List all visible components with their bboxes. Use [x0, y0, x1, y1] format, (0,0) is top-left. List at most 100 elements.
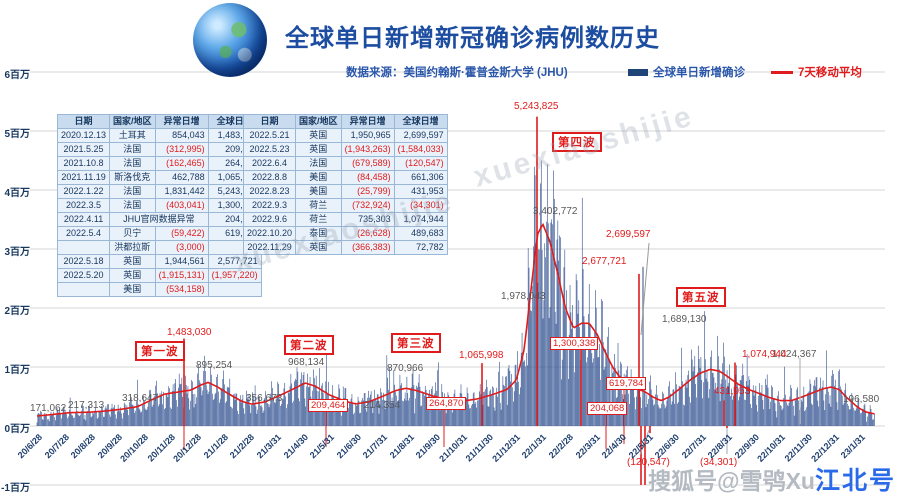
value-label: 318,647	[122, 393, 159, 404]
value-label: 1,074,944	[742, 349, 787, 360]
table-row: 2022.11.29 英国 (366,383) 72,782	[242, 240, 448, 255]
table-cell: 法国	[295, 156, 342, 171]
watermark-bottom: 搜狐号@雪鸮Xu江北号	[648, 461, 896, 497]
table-cell: 英国	[109, 254, 156, 269]
table-cell: 2022.5.21	[242, 128, 297, 143]
table-cell: 2022.9.6	[242, 212, 297, 227]
table-cell: 2022.5.23	[242, 142, 297, 157]
table-row: 2022.5.18 英国 1,944,561 2,577,721	[56, 254, 262, 269]
table-header-cell: 国家/地区	[295, 114, 342, 129]
table-row: 洪都拉斯 (3,000)	[56, 240, 262, 255]
table-cell: (162,465)	[154, 156, 209, 171]
table-cell: 土耳其	[109, 128, 156, 143]
wave-label: 第一波	[135, 341, 185, 361]
table-cell: 英国	[295, 128, 342, 143]
table-cell: 法国	[109, 156, 156, 171]
table-row: 2021.10.8 法国 (162,465) 264,870	[56, 156, 262, 171]
table-cell: (403,041)	[154, 198, 209, 213]
table-cell: 2021.11.19	[56, 170, 111, 185]
wave-label: 第四波	[552, 132, 602, 152]
table-cell: (679,589)	[340, 156, 395, 171]
table-cell: 泰国	[295, 226, 342, 241]
table-row: 2022.10.20 泰国 (26,628) 489,683	[242, 226, 448, 241]
table-cell: (1,957,220)	[207, 268, 262, 283]
table-row: 2022.8.8 美国 (84,458) 661,306	[242, 170, 448, 185]
table-row: 2022.8.23 美国 (25,799) 431,953	[242, 184, 448, 199]
table-cell: 2022.9.3	[242, 198, 297, 213]
table-cell: (59,422)	[154, 226, 209, 241]
table-cell: (84,458)	[340, 170, 395, 185]
value-label: 1,024,367	[772, 349, 817, 360]
table-cell: 462,788	[154, 170, 209, 185]
y-axis-tick: 1百万	[4, 365, 30, 376]
jiangbei-watermark: 江北号	[814, 467, 896, 495]
table-cell: (34,301)	[393, 198, 448, 213]
bar-series-swatch-icon	[628, 68, 648, 76]
table-cell: 法国	[109, 142, 156, 157]
table-cell	[56, 240, 111, 255]
wave-label: 第二波	[284, 335, 334, 355]
table-cell: 法国	[109, 198, 156, 213]
page-title: 全球单日新增新冠确诊病例数历史	[285, 25, 660, 52]
y-axis-tick: 2百万	[4, 306, 30, 317]
table-cell: 英国	[295, 240, 342, 255]
table-row: 2021.11.19 斯洛伐克 462,788 1,065,998	[56, 170, 262, 185]
table-cell: 英国	[295, 142, 342, 157]
table-cell: 法国	[109, 184, 156, 199]
anomaly-table-right: 日期 国家/地区 异常日增 全球日增 2022.5.21 英国 1,950,965 2,699…	[242, 114, 448, 255]
table-row: 美国 (534,158)	[56, 282, 262, 297]
value-label: 2,677,721	[582, 256, 627, 267]
value-label: (120,547)	[627, 457, 670, 468]
y-axis-tick: 0百万	[4, 424, 30, 435]
table-header-cell: 日期	[242, 114, 297, 129]
value-label: 217,313	[68, 400, 105, 411]
value-label: 1,483,030	[167, 327, 212, 338]
y-axis-tick: 5百万	[4, 129, 30, 140]
table-header-cell: 全球日增	[393, 114, 448, 129]
table-row: 2022.4.11 JHU官网数据异常 204,068	[56, 212, 262, 227]
wave-label: 第五波	[676, 287, 726, 307]
y-axis-tick: 4百万	[4, 188, 30, 199]
table-cell	[207, 282, 262, 297]
table-row: 2022.5.4 贝宁 (59,422) 619,783	[56, 226, 262, 241]
value-label: 1,978,043	[501, 291, 546, 302]
table-row: 2020.12.13 土耳其 854,043 1,483,030	[56, 128, 262, 143]
table-cell: 489,683	[393, 226, 448, 241]
wave-label: 第三波	[391, 333, 441, 353]
y-axis-tick: 6百万	[4, 70, 30, 81]
table-cell: 美国	[295, 184, 342, 199]
table-row: 2022.6.4 法国 (679,589) (120,547)	[242, 156, 448, 171]
value-label: 431,953	[714, 386, 751, 397]
table-cell: (366,383)	[340, 240, 395, 255]
table-cell: 2022.5.18	[56, 254, 111, 269]
table-cell: 1,831,442	[154, 184, 209, 199]
table-cell	[56, 282, 111, 297]
table-cell: 2022.5.4	[56, 226, 111, 241]
y-axis-tick: 3百万	[4, 247, 30, 258]
table-cell: 2022.11.29	[242, 240, 297, 255]
globe-icon	[193, 3, 267, 77]
table-cell: 2022.8.8	[242, 170, 297, 185]
table-cell: 2021.5.25	[56, 142, 111, 157]
table-cell: 1,944,561	[154, 254, 209, 269]
table-cell: 661,306	[393, 170, 448, 185]
table-row: 2022.9.6 荷兰 735,303 1,074,944	[242, 212, 448, 227]
table-cell: 斯洛伐克	[109, 170, 156, 185]
table-row: 2022.5.23 英国 (1,943,263) (1,584,033)	[242, 142, 448, 157]
table-cell: (1,915,131)	[154, 268, 209, 283]
table-row: 2021.5.25 法国 (312,995) 209,464	[56, 142, 262, 157]
value-label: 171,062	[30, 403, 67, 414]
table-cell: 2022.1.22	[56, 184, 111, 199]
table-cell: 英国	[109, 268, 156, 283]
table-row: 2022.3.5 法国 (403,041) 1,300,338	[56, 198, 262, 213]
value-label: 1,300,338	[550, 337, 599, 350]
table-cell: 荷兰	[295, 212, 342, 227]
table-cell: (1,943,263)	[340, 142, 395, 157]
bar-series-label: 全球单日新增确诊	[653, 67, 745, 79]
value-label: 356,673	[246, 393, 283, 404]
table-row: 2022.5.21 英国 1,950,965 2,699,597	[242, 128, 448, 143]
table-header-cell: 日期	[56, 114, 111, 129]
value-label: 1,065,998	[459, 350, 504, 361]
table-cell: 1,950,965	[340, 128, 395, 143]
table-cell: (120,547)	[393, 156, 448, 171]
